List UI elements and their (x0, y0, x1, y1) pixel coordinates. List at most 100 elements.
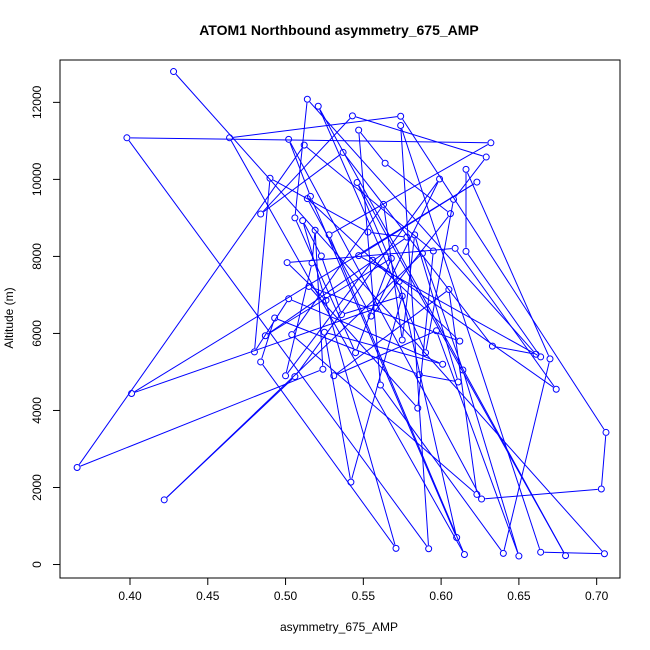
x-axis: 0.40 0.45 0.50 0.55 0.60 0.65 0.70 (118, 577, 609, 603)
data-point (411, 231, 419, 239)
data-point (250, 348, 258, 356)
data-point (300, 141, 308, 149)
series-segment (166, 378, 293, 498)
data-point (367, 312, 375, 320)
data-point (283, 259, 291, 267)
series-segment (289, 264, 324, 299)
data-point (355, 126, 363, 134)
series-segment (544, 551, 601, 555)
series-segment (467, 172, 549, 356)
data-point (364, 228, 372, 236)
series-segment (272, 179, 366, 231)
data-point (381, 159, 389, 167)
data-point (372, 304, 380, 312)
series-segment (287, 262, 371, 374)
x-tick-label: 0.45 (196, 589, 220, 603)
data-point (339, 148, 347, 156)
y-tick-label: 0 (30, 561, 44, 568)
series-segment (336, 331, 434, 375)
series-segment (319, 109, 425, 350)
data-point (395, 277, 403, 285)
data-point (453, 534, 461, 542)
series-segment (448, 293, 477, 491)
x-axis-label: asymmetry_675_AMP (280, 620, 398, 634)
data-point (317, 252, 325, 260)
data-point (403, 233, 411, 241)
series-segment (314, 233, 324, 366)
data-point (597, 485, 605, 493)
series-segment (399, 284, 457, 535)
series-segment (175, 73, 603, 552)
data-point (305, 282, 313, 290)
series-segment (296, 181, 438, 374)
data-point (387, 254, 395, 262)
y-axis: 0 2000 4000 6000 8000 10000 12000 (30, 85, 61, 568)
y-tick-label: 10000 (30, 162, 44, 196)
series-segment (327, 332, 440, 364)
data-point (462, 247, 470, 255)
data-point (432, 327, 440, 335)
series-segment (361, 183, 475, 255)
data-point (322, 296, 330, 304)
series-segment (80, 370, 320, 467)
data-point (602, 428, 610, 436)
data-point (487, 139, 495, 147)
y-tick-label: 2000 (30, 474, 44, 501)
data-point (338, 311, 346, 319)
data-point (418, 249, 426, 257)
series-segment (310, 288, 416, 406)
data-point (397, 112, 405, 120)
data-point (226, 134, 234, 142)
data-point (450, 195, 458, 203)
data-point (319, 365, 327, 373)
data-point (552, 385, 560, 393)
data-point (123, 134, 131, 142)
data-point (414, 404, 422, 412)
data-point (257, 358, 265, 366)
data-point (311, 226, 319, 234)
y-axis-label: Altitude (m) (2, 287, 16, 348)
data-point (257, 210, 265, 218)
series-segment (375, 261, 554, 388)
series-segment (128, 140, 427, 547)
x-tick-label: 0.60 (429, 589, 453, 603)
data-point (288, 331, 296, 339)
series-segment (268, 259, 389, 335)
data-point (562, 552, 570, 560)
series-segment (308, 201, 370, 314)
data-point (291, 214, 299, 222)
series-segment (324, 335, 351, 479)
data-point (462, 165, 470, 173)
data-point (451, 244, 459, 252)
series-segment (402, 238, 415, 337)
x-tick-label: 0.40 (118, 589, 142, 603)
series-segment (360, 132, 384, 161)
series-segment (425, 202, 454, 350)
series-segment (319, 109, 565, 553)
series-segment (311, 233, 316, 260)
series-segment (400, 129, 429, 546)
data-point (473, 490, 481, 498)
data-point (445, 286, 453, 294)
y-tick-label: 4000 (30, 397, 44, 424)
series-segment (134, 309, 373, 393)
series-segment (254, 181, 271, 349)
series-segment (130, 137, 488, 144)
data-point (454, 378, 462, 386)
data-point (436, 175, 444, 183)
y-tick-label: 6000 (30, 320, 44, 347)
series-segment (383, 207, 403, 337)
data-point (266, 174, 274, 182)
series-segment (456, 250, 555, 387)
series-segment (309, 200, 458, 340)
series-segment (423, 256, 463, 367)
data-point (380, 200, 388, 208)
series-segment (503, 362, 550, 550)
series-segment (344, 296, 399, 314)
series-segment (330, 237, 464, 552)
series-segment (291, 299, 440, 364)
data-point (369, 256, 377, 264)
data-point (415, 371, 423, 379)
data-point (478, 495, 486, 503)
series-segment (289, 142, 481, 497)
